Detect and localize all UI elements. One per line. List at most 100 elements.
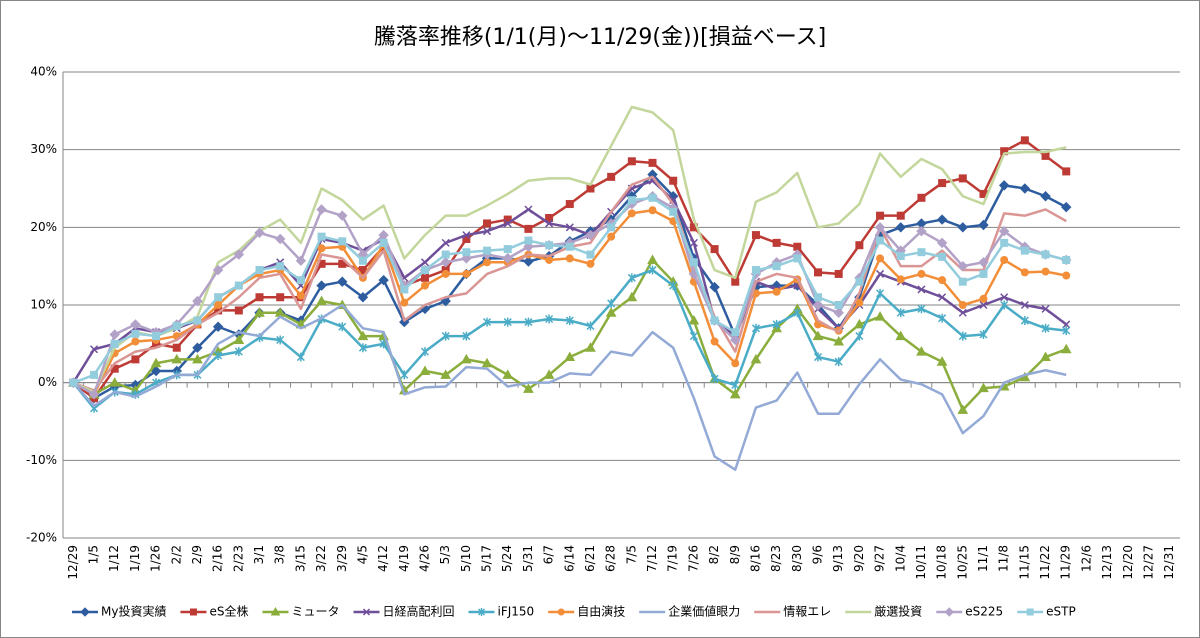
- x-tick-label: 8/9: [728, 545, 742, 564]
- marker: [270, 606, 281, 616]
- x-tick-label: 3/8: [273, 545, 287, 564]
- marker: [1041, 304, 1050, 313]
- marker: [814, 268, 823, 277]
- marker: [855, 298, 864, 307]
- marker: [627, 157, 636, 166]
- marker: [648, 206, 657, 215]
- marker: [958, 301, 967, 309]
- marker: [876, 236, 885, 245]
- legend-item: 企業価値眼力: [639, 604, 740, 619]
- marker: [109, 329, 120, 340]
- marker: [605, 307, 617, 317]
- marker: [214, 293, 223, 302]
- x-tick-label: 10/11: [914, 545, 928, 580]
- marker: [503, 317, 512, 327]
- marker: [254, 227, 265, 238]
- marker: [689, 258, 698, 267]
- marker: [710, 245, 719, 254]
- x-tick-label: 1/12: [107, 545, 121, 572]
- marker: [419, 365, 431, 376]
- x-tick-label: 11/22: [1038, 545, 1052, 580]
- marker: [1000, 293, 1009, 302]
- marker: [524, 224, 533, 233]
- marker: [1041, 323, 1050, 333]
- marker: [461, 353, 472, 364]
- marker: [564, 351, 576, 362]
- marker: [669, 176, 678, 185]
- legend-item: 日経高配利回: [353, 604, 455, 619]
- legend-item: 厳選投資: [845, 604, 922, 619]
- x-tick-label: 5/10: [459, 545, 473, 572]
- marker: [477, 608, 486, 616]
- marker: [750, 353, 762, 364]
- x-tick-label: 5/24: [500, 545, 514, 572]
- marker: [669, 207, 678, 216]
- marker: [481, 357, 493, 368]
- marker: [834, 301, 843, 309]
- marker: [876, 269, 885, 278]
- marker: [337, 210, 348, 221]
- marker: [565, 200, 574, 209]
- marker: [420, 266, 429, 275]
- marker: [109, 377, 121, 387]
- marker: [1041, 151, 1050, 160]
- legend-label: 日経高配利回: [383, 604, 455, 619]
- x-tick-label: 4/19: [397, 545, 411, 572]
- marker: [296, 352, 305, 362]
- marker: [88, 389, 100, 400]
- legend-label: eS225: [965, 605, 1003, 619]
- marker: [855, 277, 864, 286]
- marker: [233, 249, 245, 260]
- marker: [276, 293, 285, 302]
- marker: [979, 294, 988, 303]
- marker: [420, 258, 430, 267]
- marker: [440, 369, 452, 379]
- marker: [1026, 608, 1034, 616]
- marker: [172, 321, 181, 330]
- marker: [896, 252, 905, 261]
- marker: [274, 233, 286, 245]
- marker: [1020, 316, 1029, 326]
- marker: [895, 330, 907, 341]
- marker: [189, 608, 197, 616]
- marker: [150, 357, 162, 368]
- marker: [441, 250, 450, 259]
- marker: [254, 307, 265, 317]
- marker: [689, 331, 698, 341]
- marker: [876, 211, 885, 220]
- marker: [936, 237, 948, 249]
- legend-item: ミュータ: [262, 605, 340, 619]
- marker: [172, 343, 181, 352]
- marker: [1000, 238, 1009, 247]
- marker: [855, 241, 864, 250]
- marker: [234, 281, 243, 290]
- x-tick-label: 8/23: [769, 545, 783, 572]
- legend-item: My投資実績: [72, 604, 166, 619]
- marker: [936, 356, 948, 366]
- marker: [131, 355, 140, 364]
- x-tick-label: 11/15: [1017, 545, 1031, 580]
- x-tick-label: 5/17: [480, 545, 494, 572]
- marker: [834, 269, 843, 278]
- marker: [441, 238, 450, 247]
- x-tick-label: 9/13: [831, 545, 845, 572]
- y-tick-label: 20%: [30, 220, 57, 234]
- marker: [731, 380, 740, 390]
- marker: [462, 248, 471, 257]
- marker: [979, 300, 988, 310]
- marker: [338, 322, 347, 332]
- marker: [523, 383, 534, 393]
- legend-item: iFJ150: [468, 605, 534, 619]
- x-tick-label: 2/23: [231, 545, 245, 572]
- marker: [483, 227, 492, 236]
- marker: [1000, 255, 1009, 264]
- marker: [979, 269, 988, 278]
- marker: [1060, 343, 1072, 354]
- x-tick-label: 1/5: [87, 545, 101, 564]
- marker: [876, 254, 885, 263]
- x-tick-label: 11/1: [976, 545, 990, 572]
- marker: [1020, 268, 1029, 277]
- marker: [626, 291, 638, 302]
- legend-item: eS225: [936, 605, 1003, 619]
- marker: [130, 319, 141, 330]
